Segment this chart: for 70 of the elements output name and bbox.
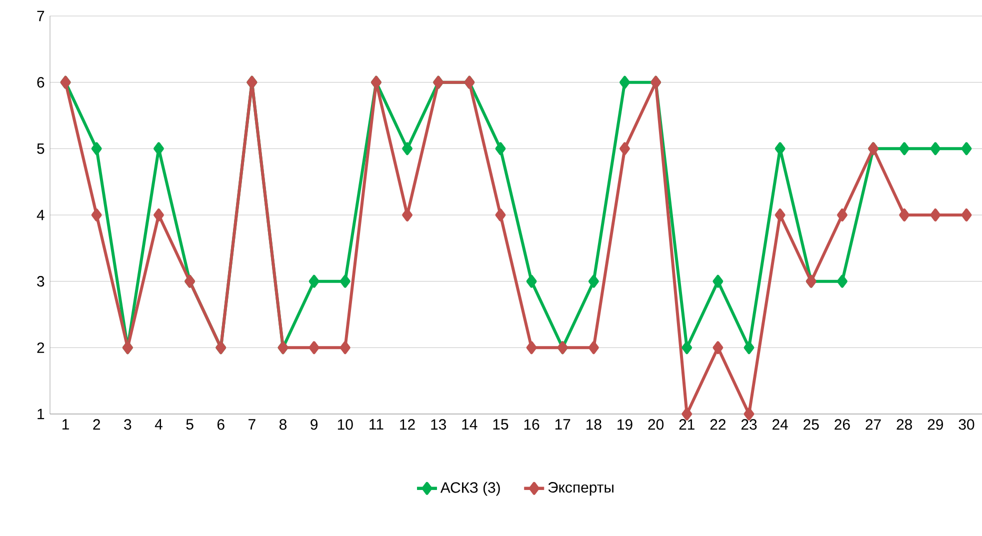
point (930, 208, 941, 222)
x-tick-label: 25 (804, 419, 819, 430)
x-tick-label: 1 (62, 419, 69, 430)
point (588, 274, 599, 288)
point (154, 208, 164, 222)
point (712, 274, 724, 288)
x-tick-label: 22 (710, 419, 726, 430)
point (526, 341, 537, 354)
x-tick-label: 29 (928, 419, 944, 430)
x-tick-label: 8 (280, 419, 287, 430)
x-tick-label: 6 (217, 419, 224, 430)
x-tick-label: 13 (431, 419, 446, 430)
x-tick-label: 7 (248, 419, 256, 430)
y-tick-label: 6 (37, 77, 44, 88)
point (620, 76, 630, 89)
point (930, 142, 941, 156)
y-tick-label: 4 (36, 210, 44, 220)
x-tick-label: 9 (310, 419, 318, 430)
x-tick-label: 24 (772, 419, 788, 430)
point (308, 341, 320, 354)
x-tick-label: 12 (400, 419, 415, 430)
point (899, 208, 910, 222)
x-tick-label: 28 (896, 419, 912, 430)
y-tick-label: 3 (37, 276, 44, 287)
x-tick-label: 16 (524, 419, 540, 430)
point (774, 142, 786, 156)
x-tick-label: 11 (370, 419, 384, 430)
x-tick-label: 27 (866, 419, 881, 430)
point (712, 341, 724, 354)
x-tick-label: 10 (338, 419, 353, 430)
point (836, 274, 848, 288)
x-tick-label: 4 (154, 419, 162, 430)
y-tick-label: 7 (37, 10, 44, 22)
x-tick-label: 14 (462, 419, 478, 430)
point (402, 208, 413, 222)
point (308, 274, 320, 288)
point (526, 274, 537, 288)
point (588, 341, 599, 354)
point (495, 208, 506, 222)
legend-label: Эксперты (548, 482, 614, 496)
legend-label: АСКЗ (3) (440, 482, 500, 496)
point (774, 208, 786, 222)
x-tick-label: 23 (741, 419, 757, 430)
point (961, 142, 972, 156)
x-tick-label: 3 (124, 419, 132, 430)
point (495, 142, 506, 156)
point (836, 208, 848, 222)
x-tick-label: 21 (679, 419, 694, 430)
x-tick-label: 30 (958, 419, 974, 430)
point (899, 142, 910, 156)
x-tick-label: 5 (186, 419, 194, 430)
point (91, 142, 102, 156)
point (340, 274, 350, 288)
y-tick-label: 1 (38, 408, 44, 420)
point (620, 142, 630, 156)
x-tick-label: 18 (586, 419, 602, 430)
x-tick-label: 20 (648, 419, 664, 430)
point (961, 208, 972, 222)
y-tick-label: 2 (37, 342, 44, 353)
point (91, 208, 102, 222)
x-tick-label: 26 (834, 419, 850, 430)
point (402, 142, 413, 156)
point (340, 341, 350, 354)
x-tick-label: 19 (618, 419, 632, 430)
y-tick-label: 5 (37, 143, 44, 154)
x-tick-label: 2 (93, 419, 100, 430)
point (682, 341, 692, 354)
x-tick-label: 15 (493, 419, 508, 430)
point (744, 341, 754, 354)
x-tick-label: 17 (555, 419, 570, 430)
